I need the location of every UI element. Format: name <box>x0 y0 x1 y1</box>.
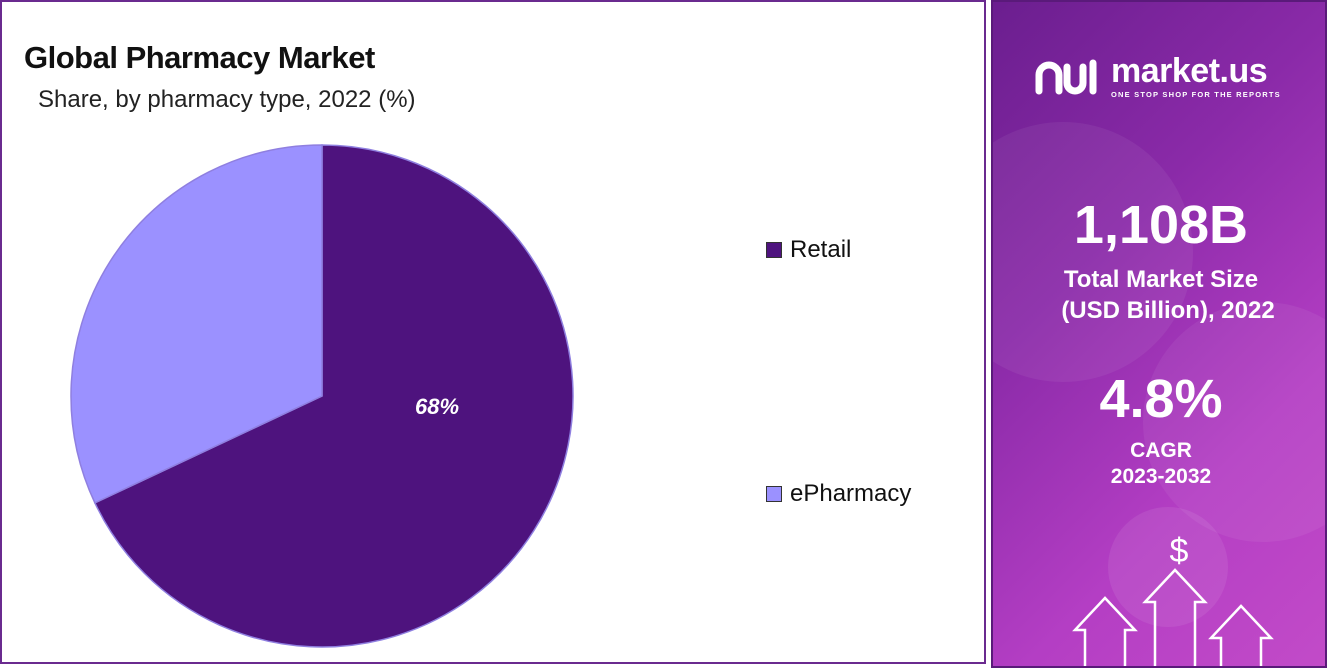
brand-logo: market.us ONE STOP SHOP FOR THE REPORTS <box>1035 54 1281 99</box>
brand-name: market.us <box>1111 52 1268 90</box>
pie-chart: 68% <box>70 144 574 648</box>
growth-arrows-illustration: $ <box>1072 507 1274 666</box>
cagr-value: 4.8% <box>1099 369 1223 429</box>
chart-title: Global Pharmacy Market <box>24 40 375 75</box>
market-size-label-line1: Total Market Size <box>1063 266 1259 293</box>
legend-item-epharmacy: ePharmacy <box>766 480 911 508</box>
cagr-label: CAGR <box>1130 439 1192 462</box>
legend-item-retail: Retail <box>766 236 851 264</box>
market-us-logo-icon <box>1035 59 1097 94</box>
arrow-up-icon <box>1208 604 1274 666</box>
legend-label-retail: Retail <box>790 236 852 263</box>
legend-swatch-retail <box>766 242 782 258</box>
market-size-label-line2: (USD Billion), 2022 <box>1061 297 1275 324</box>
background-circle <box>993 122 1193 382</box>
arrow-up-icon <box>1072 596 1138 666</box>
pie-slice-epharmacy <box>70 144 323 504</box>
info-panel: market.us ONE STOP SHOP FOR THE REPORTS … <box>991 0 1327 668</box>
dollar-sign-icon: $ <box>1170 532 1189 570</box>
pie-slice-retail <box>93 144 574 648</box>
background-circle <box>1143 302 1325 542</box>
market-size-value: 1,108B <box>1073 195 1249 255</box>
data-label-retail: 68% <box>415 394 459 419</box>
legend-swatch-epharmacy <box>766 486 782 502</box>
coin-circle <box>1108 507 1228 627</box>
cagr-period: 2023-2032 <box>1110 465 1212 488</box>
chart-subtitle: Share, by pharmacy type, 2022 (%) <box>38 86 416 113</box>
chart-panel: Global Pharmacy Market Share, by pharmac… <box>0 0 986 664</box>
brand-tagline: ONE STOP SHOP FOR THE REPORTS <box>1111 90 1281 99</box>
legend-label-epharmacy: ePharmacy <box>790 480 912 507</box>
arrow-up-icon <box>1142 568 1208 666</box>
